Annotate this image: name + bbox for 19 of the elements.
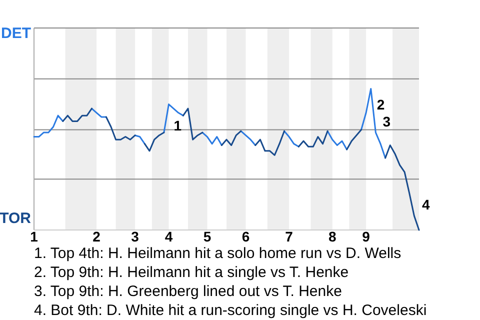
x-tick-label: 2 bbox=[92, 228, 101, 245]
annotation: 3 bbox=[382, 114, 391, 130]
x-tick-label: 8 bbox=[328, 228, 336, 245]
text: 4 bbox=[422, 196, 430, 213]
text: 2. Top 9th: H. Heilmann hit a single vs T. Henke bbox=[34, 264, 349, 281]
x-tick-label: 4 bbox=[164, 228, 173, 245]
text: 1. Top 4th: H. Heilmann hit a solo home run vs D. Wells bbox=[34, 244, 402, 262]
x-tick-label: 3 bbox=[131, 228, 140, 245]
x-tick-label: 5 bbox=[203, 228, 212, 245]
text: TOR bbox=[0, 210, 32, 227]
text: 3. Top 9th: H. Greenberg lined out vs T. Henke bbox=[34, 282, 342, 300]
x-tick-label: 1 bbox=[30, 228, 38, 245]
annotation: 2 bbox=[376, 96, 385, 113]
text: 4. Bot 9th: D. White hit a run-scoring single vs H. Coveleski bbox=[34, 302, 427, 319]
annotation: 1 bbox=[174, 118, 182, 134]
x-tick-label: 7 bbox=[285, 228, 294, 245]
text: DET bbox=[1, 24, 31, 42]
x-tick-label: 6 bbox=[242, 228, 250, 245]
x-tick-label: 9 bbox=[362, 228, 370, 245]
